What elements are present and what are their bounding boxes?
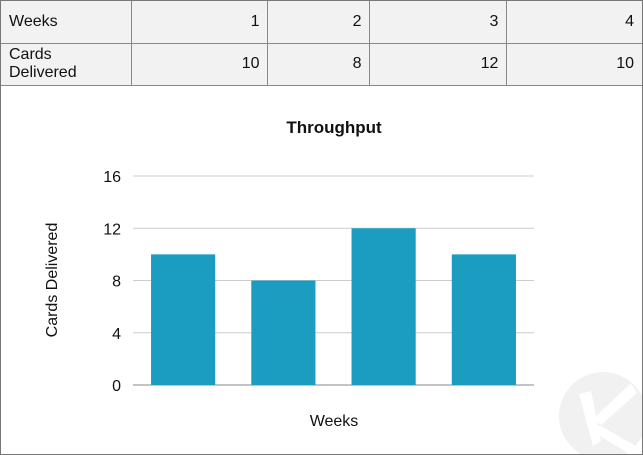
table-row-cards-delivered: Cards Delivered 10 8 12 10 xyxy=(1,42,642,86)
bar-week-3 xyxy=(351,228,416,385)
bar-week-1 xyxy=(151,254,216,385)
table-cell: 12 xyxy=(369,42,508,86)
row-header: Cards Delivered xyxy=(1,42,132,86)
bar-week-4 xyxy=(451,254,516,385)
table-cell: 3 xyxy=(369,1,508,44)
data-table: Weeks 1 2 3 4 Cards Delivered 10 8 12 10 xyxy=(1,1,642,86)
watermark-logo-icon xyxy=(559,372,642,454)
y-tick-label: 12 xyxy=(103,221,121,238)
row-header: Weeks xyxy=(1,1,132,44)
chart-title: Throughput xyxy=(286,118,382,137)
table-row-weeks: Weeks 1 2 3 4 xyxy=(1,1,642,44)
y-tick-label: 4 xyxy=(112,326,121,343)
table-cell: 1 xyxy=(130,1,269,44)
table-cell: 2 xyxy=(267,1,371,44)
y-tick-label: 16 xyxy=(103,169,121,186)
bar-week-2 xyxy=(251,280,316,385)
table-cell: 10 xyxy=(506,42,642,86)
y-tick-label: 0 xyxy=(112,378,121,395)
x-axis-label: Weeks xyxy=(310,413,359,430)
y-axis-label: Cards Delivered xyxy=(44,223,61,338)
table-cell: 10 xyxy=(130,42,269,86)
y-tick-label: 8 xyxy=(112,274,121,291)
